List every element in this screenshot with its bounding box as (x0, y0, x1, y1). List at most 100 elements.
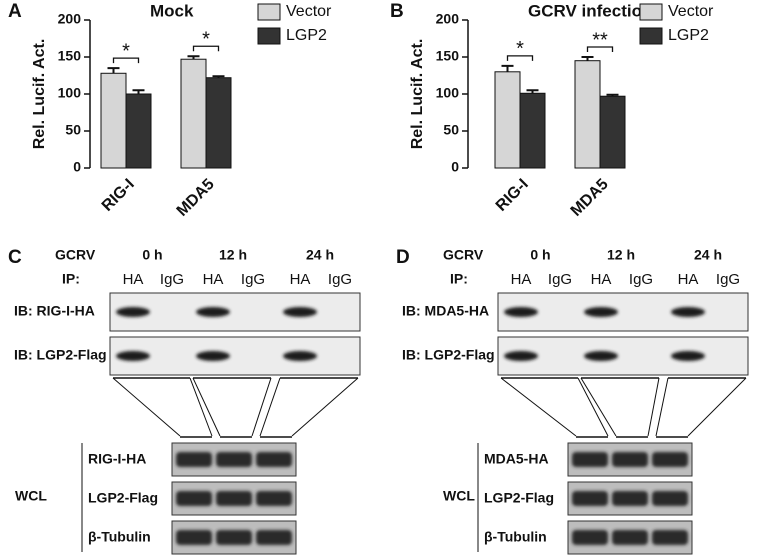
zoom-line (647, 377, 660, 437)
ib-label: IB: RIG-I-HA (14, 303, 95, 319)
legend-swatch (257, 27, 281, 45)
wcl-row-label: LGP2-Flag (484, 490, 554, 506)
ib-label: IB: LGP2-Flag (14, 347, 107, 363)
error-bar (212, 75, 225, 78)
blot-band (196, 307, 230, 317)
wcl-row-label: RIG-I-HA (88, 451, 146, 467)
timepoint-label: 12 h (607, 247, 635, 263)
ip-label: IP: (450, 271, 468, 287)
timepoint-label: 12 h (219, 247, 247, 263)
error-bar (606, 93, 619, 97)
error-bar (132, 89, 145, 94)
lane-label: HA (203, 271, 224, 288)
blot-band (584, 351, 618, 361)
lane-label: HA (123, 271, 144, 288)
error-bar (526, 89, 539, 94)
y-tick-label: 50 (443, 122, 459, 138)
blot-band (652, 491, 688, 506)
bar (494, 71, 521, 169)
lane-label: HA (678, 271, 699, 288)
blot-band (256, 452, 292, 467)
blot-band (572, 452, 608, 467)
legend-swatch (257, 3, 281, 21)
significance-bracket (192, 45, 220, 52)
blot-band (216, 491, 252, 506)
blot-band (572, 491, 608, 506)
bar (599, 95, 626, 169)
blot-band (504, 307, 538, 317)
zoom-line (189, 377, 213, 437)
timepoint-label: 0 h (142, 247, 162, 263)
legend-label: Vector (668, 3, 714, 20)
error-bar (107, 67, 120, 74)
zoom-line (112, 377, 181, 437)
y-tick-label: 150 (436, 48, 460, 64)
blot-band (116, 351, 150, 361)
chart-title: Mock (150, 1, 194, 20)
x-tick-label: RIG-I (493, 176, 532, 215)
zoom-line (655, 377, 669, 437)
wcl-row-label: LGP2-Flag (88, 490, 158, 506)
significance-bracket (586, 46, 614, 52)
zoom-line (500, 377, 577, 437)
panel-label: D (396, 247, 410, 268)
lane-label: HA (290, 271, 311, 288)
y-tick-label: 100 (58, 85, 82, 101)
blot-band (504, 351, 538, 361)
panel-label: A (8, 1, 22, 22)
lane-label: IgG (716, 271, 740, 288)
treatment-label: GCRV (443, 247, 484, 263)
bar (125, 93, 152, 169)
lane-label: IgG (629, 271, 653, 288)
zoom-line (259, 377, 281, 437)
bar (100, 72, 127, 169)
ib-label: IB: LGP2-Flag (402, 347, 495, 363)
blot-membrane (109, 336, 361, 376)
blot-band (671, 307, 705, 317)
y-tick-label: 200 (58, 11, 82, 27)
treatment-label: GCRV (55, 247, 96, 263)
significance-bracket (506, 55, 534, 61)
blot-band (584, 307, 618, 317)
blot-membrane (497, 336, 749, 376)
blot-band (572, 530, 608, 545)
lane-label: IgG (241, 271, 265, 288)
lane-label: HA (511, 271, 532, 288)
lane-label: IgG (548, 271, 572, 288)
legend-swatch (639, 3, 663, 21)
wcl-row-label: β-Tubulin (88, 529, 151, 545)
blot-band (116, 307, 150, 317)
legend-swatch (639, 27, 663, 45)
wcl-label: WCL (443, 488, 475, 504)
y-tick-label: 0 (73, 159, 81, 175)
bar (519, 92, 546, 169)
timepoint-label: 24 h (694, 247, 722, 263)
blot-band (671, 351, 705, 361)
blot-band (176, 530, 212, 545)
x-tick-label: MDA5 (568, 176, 612, 220)
significance-label: * (202, 29, 210, 51)
x-tick-label: RIG-I (99, 176, 138, 215)
lane-label: HA (591, 271, 612, 288)
legend-label: LGP2 (286, 27, 327, 44)
ip-label: IP: (62, 271, 80, 287)
panel-label: B (390, 1, 404, 22)
blot-band (176, 491, 212, 506)
y-tick-label: 200 (436, 11, 460, 27)
blot-band (216, 452, 252, 467)
blot-band (216, 530, 252, 545)
bar (574, 60, 601, 169)
wcl-row-label: β-Tubulin (484, 529, 547, 545)
timepoint-label: 24 h (306, 247, 334, 263)
error-bar (187, 55, 200, 60)
blot-membrane (497, 292, 749, 332)
y-tick-label: 0 (451, 159, 459, 175)
y-tick-label: 150 (58, 48, 82, 64)
error-bar (501, 64, 514, 72)
legend-label: LGP2 (668, 27, 709, 44)
y-tick-label: 100 (436, 85, 460, 101)
blot-band (652, 530, 688, 545)
legend-label: Vector (286, 3, 332, 20)
zoom-line (291, 377, 359, 437)
